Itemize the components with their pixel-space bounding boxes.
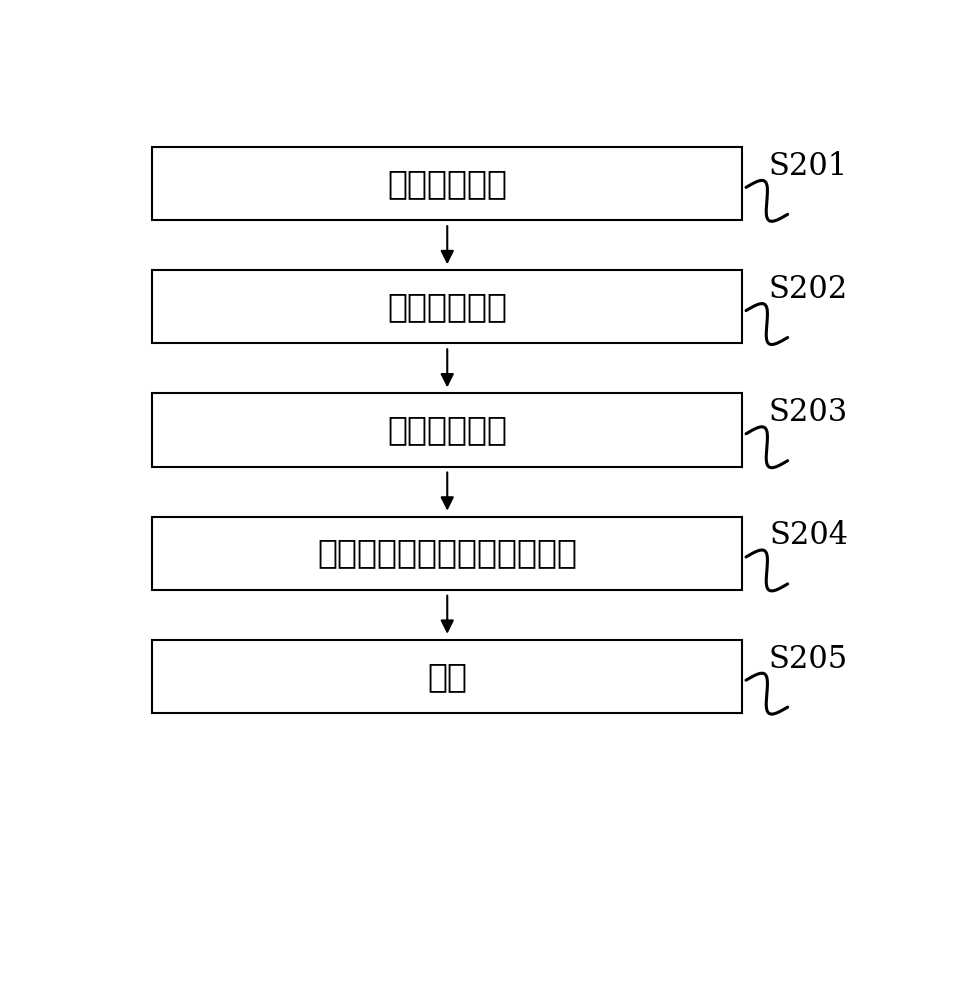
Text: S202: S202 bbox=[769, 274, 848, 305]
Text: 提供阴极浆料: 提供阴极浆料 bbox=[387, 167, 508, 200]
Text: 煅烧: 煅烧 bbox=[427, 660, 468, 693]
Text: S201: S201 bbox=[769, 151, 848, 182]
Bar bbox=[152, 270, 742, 343]
Text: S203: S203 bbox=[769, 397, 848, 428]
Bar bbox=[152, 640, 742, 713]
Text: 提供阳极浆料: 提供阳极浆料 bbox=[387, 290, 508, 323]
Text: 提供电解质片: 提供电解质片 bbox=[387, 413, 508, 446]
Text: S205: S205 bbox=[769, 644, 848, 675]
Text: 丝网印刷阴极浆料和阳极浆料: 丝网印刷阴极浆料和阳极浆料 bbox=[317, 537, 577, 570]
Text: S204: S204 bbox=[769, 520, 848, 551]
Bar bbox=[152, 147, 742, 220]
Bar bbox=[152, 517, 742, 590]
Bar bbox=[152, 393, 742, 466]
